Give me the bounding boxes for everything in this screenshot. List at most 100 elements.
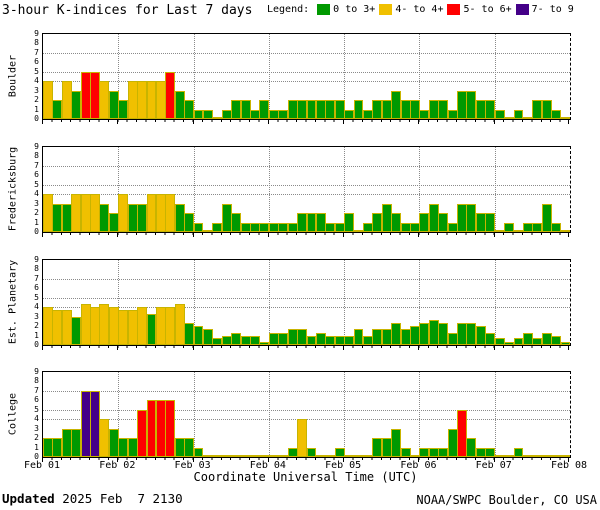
x-tick-label: Feb 05 — [325, 460, 362, 471]
k-index-bar — [494, 230, 505, 232]
v-gridline-day4 — [344, 260, 346, 345]
k-index-bar — [52, 310, 63, 345]
k-index-bar — [108, 90, 119, 119]
k-index-bar — [297, 328, 307, 345]
day-tick — [418, 119, 420, 124]
k-index-bar — [137, 409, 147, 457]
k-index-bar — [410, 326, 420, 345]
k-index-bar — [193, 222, 204, 232]
y-tick-label: 0 — [34, 340, 39, 349]
x-axis-title: Coordinate Universal Time (UTC) — [193, 470, 418, 484]
k-index-bar — [447, 428, 458, 457]
day-tick — [418, 232, 420, 237]
h-gridline-k7 — [43, 165, 570, 167]
k-index-bar — [410, 100, 420, 119]
k-index-bar — [447, 332, 458, 345]
k-index-bar — [419, 213, 430, 232]
k-index-bar — [522, 332, 533, 345]
y-tick-label: 2 — [34, 321, 39, 331]
minor-tick-strip — [42, 232, 569, 235]
k-index-bar — [165, 194, 176, 232]
day-tick — [568, 345, 569, 350]
y-tick-label: 8 — [34, 264, 39, 274]
k-index-bar — [334, 100, 345, 119]
k-index-bar — [334, 222, 345, 232]
k-index-bar — [155, 81, 166, 119]
k-index-bar — [71, 316, 82, 345]
k-index-bar — [52, 100, 63, 119]
k-index-bar — [193, 447, 204, 457]
k-index-bar — [90, 194, 100, 232]
k-index-bar — [400, 100, 411, 119]
day-tick — [493, 457, 495, 462]
k-index-bar — [391, 323, 402, 345]
k-index-bar — [504, 222, 515, 232]
credit-text: NOAA/SWPC Boulder, CO USA — [416, 493, 597, 507]
y-tick-label: 5 — [34, 404, 39, 414]
k-index-bar — [202, 230, 213, 232]
v-gridline-day3 — [268, 34, 270, 119]
k-index-bar — [381, 203, 392, 232]
k-index-bar — [90, 71, 100, 119]
k-index-bar — [127, 203, 138, 232]
k-index-bar — [118, 100, 129, 119]
y-tick-label: 5 — [34, 292, 39, 302]
k-index-bar — [372, 438, 383, 457]
k-index-bar — [221, 335, 232, 345]
k-index-bar — [165, 71, 176, 119]
k-index-bar — [202, 328, 213, 345]
y-tick-label: 8 — [34, 151, 39, 161]
k-index-bar — [231, 455, 242, 457]
h-gridline-k7 — [43, 278, 570, 280]
k-index-bar — [174, 90, 185, 119]
k-index-bar — [118, 194, 129, 232]
k-index-bar — [61, 428, 72, 457]
legend-label: Legend: — [267, 4, 310, 15]
k-index-bar — [43, 307, 53, 345]
k-index-bar — [485, 332, 496, 345]
y-tick-label: 2 — [34, 433, 39, 443]
day-tick — [42, 119, 43, 124]
k-index-bar — [541, 100, 552, 119]
day-tick — [267, 345, 269, 350]
k-index-bar — [551, 335, 562, 345]
k-index-bar — [278, 109, 289, 119]
k-index-bar — [372, 100, 383, 119]
k-index-bar — [494, 338, 505, 345]
k-index-bar — [80, 390, 91, 457]
y-tick-label: 1 — [34, 217, 39, 227]
y-tick-label: 9 — [34, 29, 39, 38]
day-tick — [117, 345, 119, 350]
k-index-bar — [268, 109, 279, 119]
day-tick — [117, 119, 119, 124]
k-index-bar — [438, 323, 449, 345]
v-gridline-day2 — [193, 34, 195, 119]
y-tick-label: 7 — [34, 47, 39, 57]
k-index-bar — [61, 81, 72, 119]
k-index-bar — [43, 438, 53, 457]
day-tick — [42, 345, 43, 350]
day-tick — [192, 345, 194, 350]
k-index-bar — [297, 100, 307, 119]
k-index-bar — [193, 326, 204, 345]
k-index-bar — [466, 203, 477, 232]
h-gridline-k5 — [43, 184, 570, 186]
h-gridline-k4 — [43, 194, 570, 196]
k-index-bar — [127, 310, 138, 345]
k-index-bar — [494, 455, 505, 457]
y-tick-label: 1 — [34, 442, 39, 452]
y-tick-label: 4 — [34, 414, 39, 424]
k-index-bar — [410, 222, 420, 232]
k-index-bar — [334, 447, 345, 457]
k-index-bar — [362, 222, 373, 232]
v-gridline-day5 — [419, 260, 421, 345]
k-index-bar — [551, 109, 562, 119]
k-index-bar — [400, 328, 411, 345]
legend-item-label: 5- to 6+ — [463, 4, 512, 15]
k-index-bar — [165, 400, 176, 457]
k-index-bar — [560, 342, 571, 345]
y-tick-label: 7 — [34, 385, 39, 395]
k-index-bar — [344, 213, 355, 232]
k-index-bar — [80, 71, 91, 119]
k-index-bar — [560, 455, 571, 457]
